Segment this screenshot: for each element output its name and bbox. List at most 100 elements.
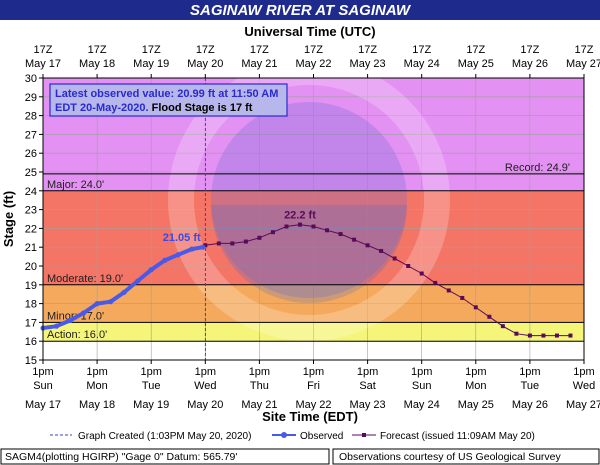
x-tick-label-bottom: May 21 — [241, 399, 277, 411]
forecast-point — [406, 264, 411, 268]
y-tick-label: 23 — [25, 205, 37, 217]
legend-forecast-label: Forecast (issued 11:09AM May 20) — [380, 431, 535, 442]
x-tick-label-bottom: 1pm — [140, 366, 161, 378]
forecast-point — [554, 333, 559, 338]
x-tick-label-top: May 18 — [79, 58, 115, 70]
footer-datum: SAGM4(plotting HGIRP) "Gage 0" Datum: 56… — [5, 451, 237, 463]
legend-created-label: Graph Created (1:03PM May 20, 2020) — [78, 431, 251, 442]
x-tick-label-top: May 20 — [187, 58, 223, 70]
forecast-point — [270, 230, 275, 235]
x-tick-label-top: 17Z — [142, 44, 161, 56]
forecast-peak-label: 22.2 ft — [284, 210, 316, 222]
x-tick-label-bottom: 1pm — [411, 366, 432, 378]
stage-label-moderate: Moderate: 19.0' — [47, 273, 123, 285]
x-tick-label-bottom: Mon — [465, 380, 486, 392]
observed-peak-label: 21.05 ft — [163, 232, 201, 244]
x-tick-label-bottom: Mon — [86, 380, 107, 392]
x-tick-label-bottom: May 22 — [295, 399, 331, 411]
x-tick-label-top: May 23 — [350, 58, 386, 70]
forecast-point — [500, 324, 505, 329]
x-tick-label-top: 17Z — [34, 44, 53, 56]
stage-label-action: Action: 16.0' — [47, 329, 107, 341]
observed-point — [108, 299, 114, 305]
x-tick-label-bottom: May 20 — [187, 399, 223, 411]
x-tick-label-bottom: May 27 — [566, 399, 600, 411]
top-axis-title: Universal Time (UTC) — [244, 24, 375, 39]
forecast-point — [230, 241, 235, 246]
x-tick-label-bottom: May 17 — [25, 399, 61, 411]
x-tick-label-bottom: May 25 — [458, 399, 494, 411]
x-tick-label-bottom: Sun — [33, 380, 53, 392]
x-tick-label-top: May 25 — [458, 58, 494, 70]
forecast-point — [284, 224, 289, 229]
forecast-point — [473, 305, 478, 310]
chart-title: SAGINAW RIVER AT SAGINAW — [190, 2, 412, 19]
x-tick-label-bottom: May 24 — [404, 399, 440, 411]
latest-value-text: Latest observed value: 20.99 ft at 11:50… — [55, 88, 278, 100]
observed-point — [80, 310, 87, 316]
x-tick-label-bottom: 1pm — [303, 366, 324, 378]
forecast-point — [514, 331, 519, 336]
forecast-point — [216, 241, 221, 246]
footer: SAGM4(plotting HGIRP) "Gage 0" Datum: 56… — [0, 448, 600, 465]
x-tick-label-top: May 27 — [566, 58, 600, 70]
observed-point — [148, 267, 154, 273]
x-tick-label-top: 17Z — [412, 44, 431, 56]
x-tick-label-bottom: 1pm — [573, 366, 594, 378]
y-tick-label: 21 — [25, 242, 37, 254]
forecast-point — [433, 280, 438, 285]
latest-value-date-line: EDT 20-May-2020. Flood Stage is 17 ft — [55, 102, 253, 114]
x-tick-label-top: May 26 — [512, 58, 548, 70]
x-tick-label-top: May 24 — [404, 58, 440, 70]
x-tick-label-bottom: Thu — [250, 380, 269, 392]
forecast-point — [487, 314, 492, 319]
series-layer: 21.05 ft 22.2 ft — [40, 78, 573, 360]
x-tick-label-top: 17Z — [304, 44, 323, 56]
x-tick-label-bottom: Sat — [359, 380, 376, 392]
forecast-point — [297, 222, 302, 227]
observed-point — [175, 252, 181, 258]
x-tick-label-top: May 21 — [241, 58, 277, 70]
x-axis-ticks-local: 1pm Sun May 17 1pm Mon May 18 1pm Tue May 19 1pm W… — [25, 360, 600, 411]
observed-point — [53, 323, 60, 329]
x-tick-label-bottom: 1pm — [357, 366, 378, 378]
x-tick-label-bottom: Wed — [573, 380, 595, 392]
forecast-point — [311, 224, 316, 229]
noaa-watermark — [168, 59, 450, 341]
forecast-line — [205, 224, 571, 337]
legend: Graph Created (1:03PM May 20, 2020) Obse… — [50, 431, 535, 442]
x-tick-label-top: May 17 — [25, 58, 61, 70]
observed-point — [67, 317, 73, 324]
y-tick-label: 18 — [25, 299, 37, 311]
x-tick-label-top: 17Z — [88, 44, 107, 56]
legend-observed-label: Observed — [300, 431, 343, 442]
watermark-lower — [211, 205, 407, 303]
forecast-point — [392, 256, 397, 261]
x-tick-label-top: 17Z — [575, 44, 594, 56]
forecast-point — [379, 248, 384, 253]
x-tick-label-top: 17Z — [358, 44, 377, 56]
stage-label-record: Record: 24.9' — [505, 162, 570, 174]
forecast-point — [541, 333, 546, 338]
forecast-point — [460, 295, 465, 300]
y-tick-label: 28 — [25, 111, 37, 123]
forecast-point — [527, 333, 532, 338]
x-tick-label-bottom: Sun — [412, 380, 432, 392]
y-tick-label: 30 — [25, 73, 37, 85]
y-tick-label: 16 — [25, 336, 37, 348]
watermark-disc — [211, 102, 407, 298]
x-tick-label-bottom: May 26 — [512, 399, 548, 411]
y-tick-label: 17 — [25, 317, 37, 329]
x-tick-label-top: 17Z — [196, 44, 215, 56]
observed-point — [200, 244, 206, 250]
x-tick-label-top: May 19 — [133, 58, 169, 70]
footer-credit: Observations courtesy of US Geological S… — [339, 451, 562, 463]
forecast-point — [243, 239, 248, 244]
y-tick-label: 22 — [25, 223, 37, 235]
observed-point — [189, 246, 195, 252]
y-tick-label: 29 — [25, 92, 37, 104]
observed-point — [162, 257, 168, 263]
observed-point — [135, 278, 141, 284]
title-bar — [0, 0, 600, 20]
y-tick-label: 20 — [25, 261, 37, 273]
